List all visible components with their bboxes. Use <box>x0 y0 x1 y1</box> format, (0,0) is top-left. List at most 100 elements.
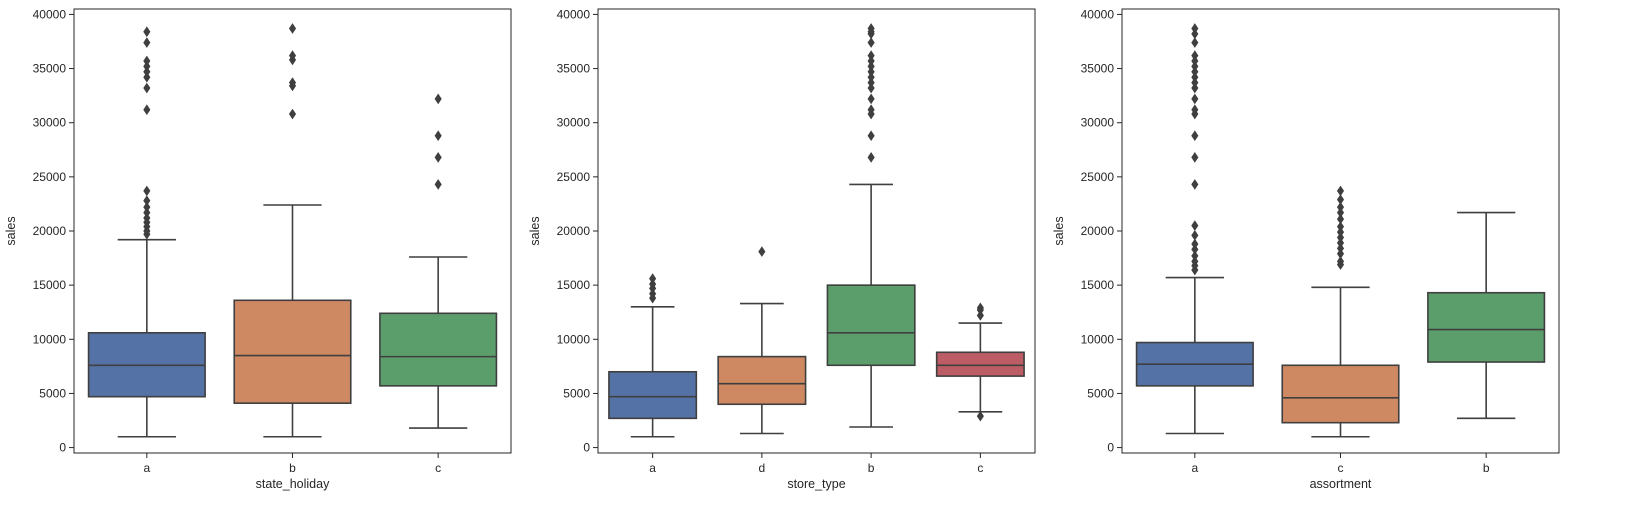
outlier-point <box>867 37 875 48</box>
outlier-point <box>1336 213 1345 225</box>
outlier-point <box>976 410 984 422</box>
outlier-point <box>143 61 151 72</box>
outlier-point <box>434 93 442 105</box>
y-axis-label: sales <box>1052 216 1066 245</box>
outlier-point <box>434 130 442 142</box>
y-tick-label: 40000 <box>557 7 591 21</box>
outlier-point <box>434 152 442 163</box>
outlier-point <box>143 185 151 197</box>
x-tick-label: a <box>649 461 656 475</box>
outlier-point <box>1191 238 1199 250</box>
outlier-point <box>867 55 875 67</box>
y-tick-label: 30000 <box>33 116 67 130</box>
outlier-point <box>758 246 766 257</box>
y-tick-label: 20000 <box>33 224 67 238</box>
outlier-point <box>1336 185 1345 197</box>
outlier-point <box>867 66 875 78</box>
x-tick-label: c <box>977 461 983 475</box>
subplot-1: 0 5000 10000 15000 20000 25000 30000 35000 40000… <box>4 7 512 491</box>
y-tick-label: 5000 <box>39 386 66 400</box>
outlier-point <box>288 108 297 120</box>
outlier-point <box>1191 93 1199 105</box>
box-d <box>717 246 807 435</box>
subplot-3: 0 5000 10000 15000 20000 25000 30000 35000 40000… <box>1052 7 1560 491</box>
outlier-point <box>143 66 151 78</box>
outlier-point <box>1191 244 1199 255</box>
outlier-point <box>143 212 151 224</box>
outlier-point <box>288 77 297 88</box>
outlier-point <box>1191 104 1199 116</box>
outlier-point <box>867 130 875 142</box>
outlier-point <box>1191 179 1199 190</box>
outlier-point <box>143 55 151 67</box>
x-axis-label: state_holiday <box>256 477 330 491</box>
x-tick-label: b <box>868 461 875 475</box>
x-tick-label: d <box>759 461 766 475</box>
y-tick-label: 0 <box>59 441 66 455</box>
outlier-point <box>143 207 151 218</box>
outlier-point <box>1191 66 1199 78</box>
y-tick-label: 40000 <box>1081 7 1115 21</box>
outlier-point <box>143 71 151 83</box>
outlier-point <box>867 93 875 105</box>
outlier-point <box>1191 152 1199 163</box>
outlier-point <box>1336 201 1345 213</box>
outlier-point <box>976 302 984 314</box>
box-b <box>1427 211 1546 420</box>
y-tick-label: 10000 <box>557 332 591 346</box>
x-tick-label: b <box>1483 461 1490 475</box>
outlier-point <box>867 71 875 83</box>
y-tick-label: 25000 <box>557 170 591 184</box>
y-tick-label: 20000 <box>557 224 591 238</box>
outlier-point <box>1191 229 1199 241</box>
box-b <box>826 23 916 428</box>
outlier-point <box>143 37 151 48</box>
outlier-point <box>143 195 151 207</box>
outlier-point <box>1336 221 1345 233</box>
outlier-point <box>1336 232 1345 243</box>
outlier-point <box>867 61 875 72</box>
outlier-point <box>1336 207 1345 218</box>
outlier-point <box>976 310 984 321</box>
y-tick-label: 30000 <box>557 116 591 130</box>
y-tick-label: 15000 <box>1081 278 1115 292</box>
outlier-point <box>1336 194 1345 205</box>
outlier-point <box>288 23 297 34</box>
box-body <box>233 299 352 404</box>
y-tick-label: 0 <box>583 441 590 455</box>
outlier-point <box>1191 255 1199 267</box>
x-axis-label: store_type <box>787 477 845 491</box>
y-tick-label: 5000 <box>1087 386 1114 400</box>
x-tick-label: c <box>435 461 441 475</box>
box-b <box>233 23 352 438</box>
x-tick-label: c <box>1338 461 1344 475</box>
box-c <box>935 302 1025 422</box>
y-axis-label: sales <box>528 216 542 245</box>
outlier-point <box>649 288 657 300</box>
y-tick-label: 35000 <box>557 62 591 76</box>
outlier-point <box>1191 82 1199 94</box>
outlier-point <box>1191 71 1199 83</box>
box-a <box>1135 23 1254 435</box>
outlier-point <box>867 23 875 34</box>
x-axis-label: assortment <box>1310 477 1372 491</box>
outlier-point <box>867 82 875 94</box>
outlier-point <box>1336 242 1345 254</box>
box-body <box>717 355 807 406</box>
y-tick-label: 25000 <box>1081 170 1115 184</box>
y-tick-label: 35000 <box>1081 62 1115 76</box>
outlier-point <box>143 104 151 116</box>
outlier-point <box>1191 23 1199 34</box>
box-c <box>379 93 498 429</box>
outlier-point <box>1191 250 1199 262</box>
outlier-point <box>1191 220 1199 231</box>
x-tick-label: b <box>289 461 296 475</box>
outlier-point <box>1191 61 1199 72</box>
y-tick-label: 10000 <box>1081 332 1115 346</box>
box-body <box>608 370 698 420</box>
outlier-point <box>143 26 151 38</box>
box-a <box>608 273 698 438</box>
outlier-point <box>434 179 442 190</box>
outlier-point <box>867 104 875 116</box>
